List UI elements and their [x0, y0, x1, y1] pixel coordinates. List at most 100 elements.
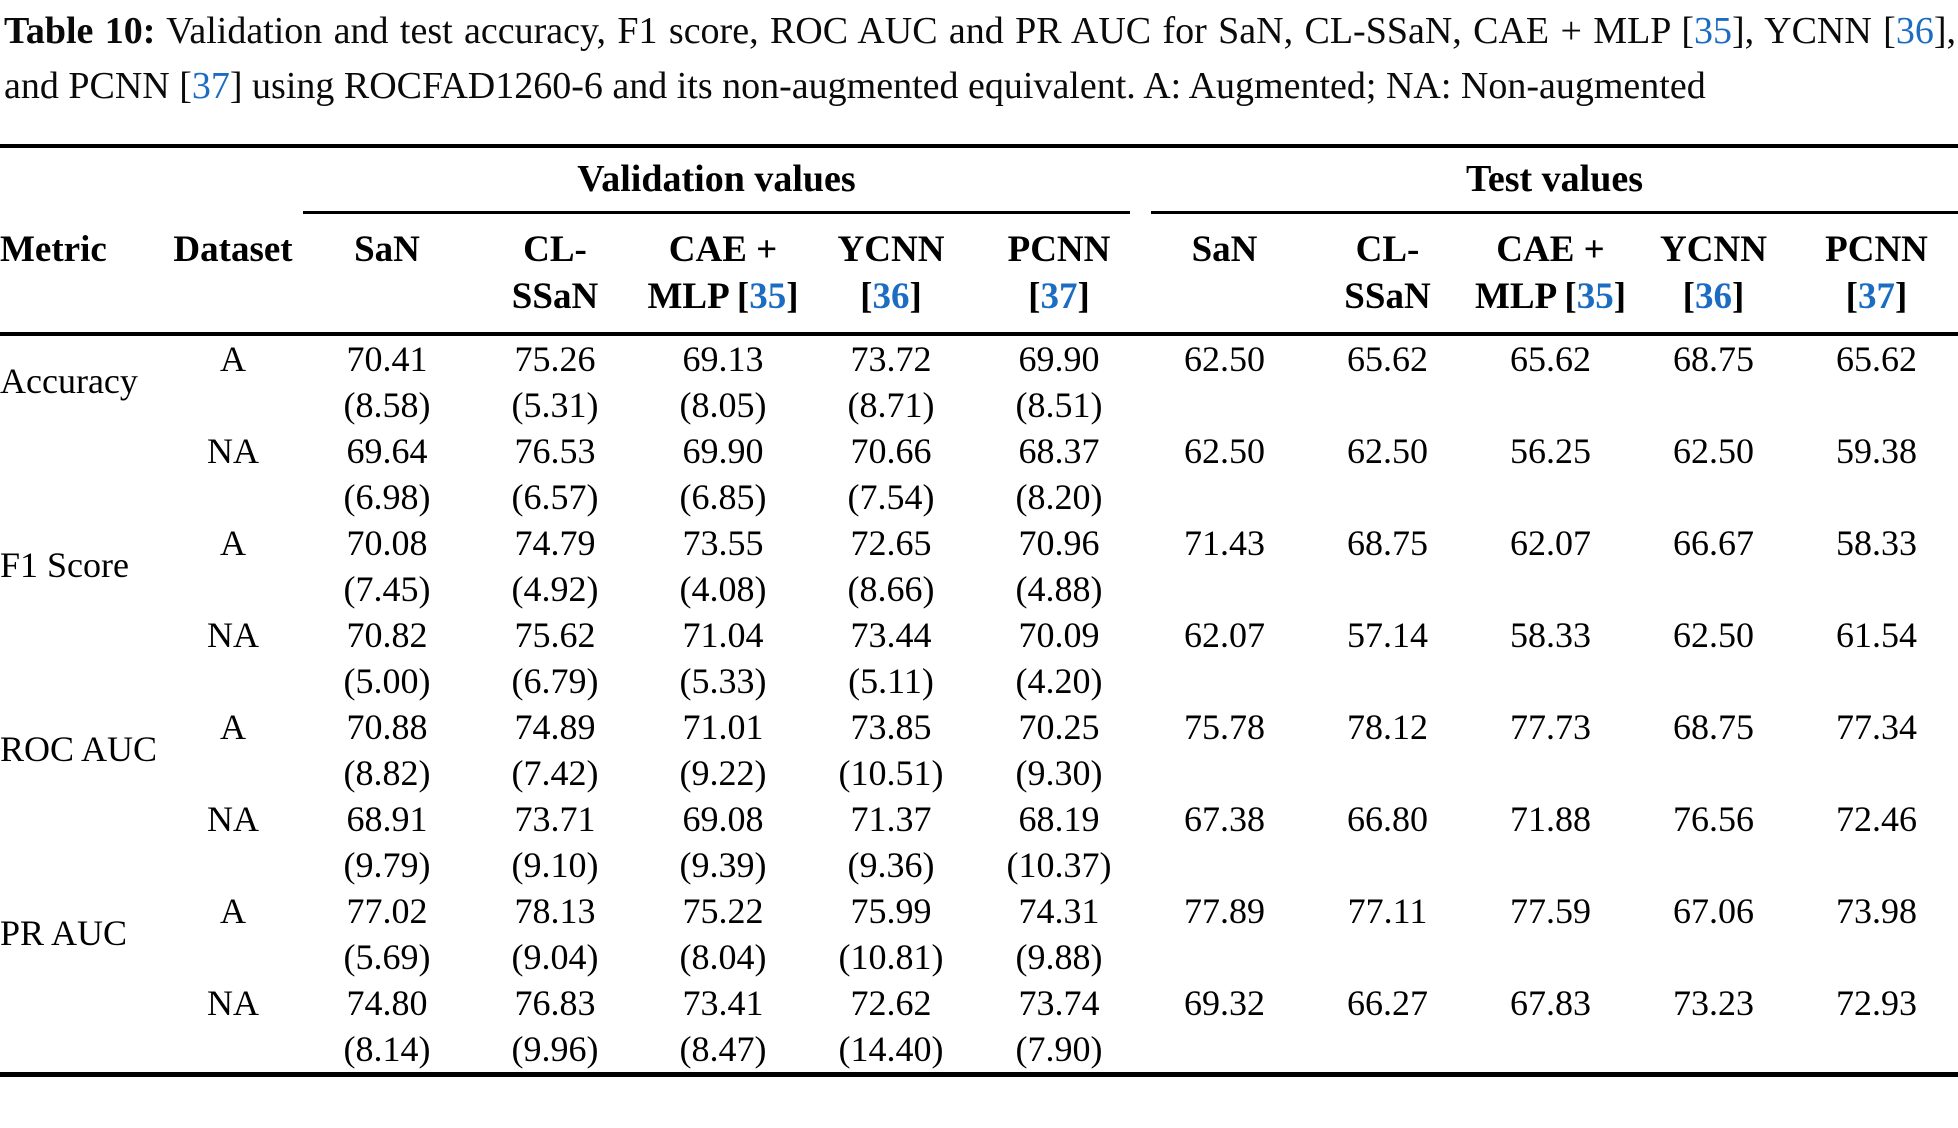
validation-std-cell: (6.57)	[511, 477, 599, 517]
citation-number: 36	[1695, 276, 1732, 317]
table-row-std: (6.98) (6.57) (6.85) (7.54) (8.20)	[0, 474, 1958, 520]
validation-std-cell: (4.20)	[1015, 661, 1103, 701]
validation-value-cell: 71.01	[682, 707, 764, 747]
validation-std-cell: (9.96)	[511, 1029, 599, 1069]
test-value-cell: 58.33	[1836, 523, 1917, 563]
validation-std-cell: (8.71)	[847, 385, 935, 425]
test-value-cell: 71.88	[1510, 799, 1591, 839]
group-header-row: Validation values Test values	[0, 146, 1958, 214]
column-header-validation-ycnn: YCNN [36]	[807, 214, 975, 336]
validation-std-cell: (7.42)	[511, 753, 599, 793]
validation-value-cell: 70.09	[1018, 615, 1100, 655]
table-row-std: (5.69) (9.04) (8.04) (10.81) (9.88)	[0, 934, 1958, 980]
model-name-line2: [36]	[807, 273, 975, 320]
caption-text: [	[1682, 276, 1695, 317]
caption-text: ]	[1077, 276, 1090, 317]
validation-value-cell: 70.82	[346, 615, 428, 655]
citation-number: 37	[1040, 276, 1078, 317]
validation-value-cell: 76.53	[514, 431, 596, 471]
test-value-cell: 62.50	[1347, 431, 1428, 471]
test-value-cell: 57.14	[1347, 615, 1428, 655]
column-header-dataset: Dataset	[163, 214, 303, 336]
validation-std-cell: (4.92)	[511, 569, 599, 609]
model-name: YCNN	[837, 229, 945, 270]
test-value-cell: 77.59	[1510, 891, 1591, 931]
model-name: CAE +	[668, 229, 778, 270]
test-value-cell: 62.07	[1184, 615, 1265, 655]
table-row-std: (7.45) (4.92) (4.08) (8.66) (4.88)	[0, 566, 1958, 612]
table-row: PR AUC A 77.02 78.13 75.22 75.99 74.31 77.89 77.…	[0, 888, 1958, 953]
validation-std-cell: (5.11)	[848, 661, 934, 701]
column-header-test-cae-mlp: CAE + MLP [35]	[1469, 214, 1632, 336]
validation-std-cell: (8.14)	[343, 1029, 431, 1069]
validation-value-cell: 73.41	[682, 983, 764, 1023]
validation-value-cell: 69.64	[346, 431, 428, 471]
validation-value-cell: 77.02	[346, 891, 428, 931]
citation-number: 35	[1576, 276, 1614, 317]
column-header-validation-pcnn: PCNN [37]	[975, 214, 1143, 336]
table-row: NA 69.64 76.53 69.90 70.66 68.37 62.50 62.50 56.…	[0, 428, 1958, 474]
validation-value-cell: 75.99	[850, 891, 932, 931]
caption-text: ], YCNN [	[1732, 10, 1896, 52]
validation-std-cell: (8.20)	[1015, 477, 1103, 517]
validation-std-cell: (5.00)	[343, 661, 431, 701]
test-value-cell: 77.34	[1836, 707, 1917, 747]
caption-text: ] using ROCFAD1260-6 and its non-augment…	[229, 65, 1706, 107]
metric-label: PR AUC	[0, 913, 128, 953]
validation-value-cell: 74.31	[1018, 891, 1100, 931]
validation-std-cell: (10.37)	[1006, 845, 1112, 885]
model-name-line2: SSaN	[471, 273, 639, 320]
validation-value-cell: 72.62	[850, 983, 932, 1023]
test-value-cell: 67.83	[1510, 983, 1591, 1023]
validation-value-cell: 75.62	[514, 615, 596, 655]
model-name: SaN	[1191, 229, 1258, 270]
metric-label: F1 Score	[0, 545, 129, 585]
validation-std-cell: (5.69)	[343, 937, 431, 977]
model-name-line2: [37]	[975, 273, 1143, 320]
caption-text: ]	[786, 276, 799, 317]
column-header-validation-san: SaN	[303, 214, 471, 336]
validation-value-cell: 74.80	[346, 983, 428, 1023]
model-name-line2: MLP [35]	[639, 273, 807, 320]
validation-std-cell: (6.85)	[679, 477, 767, 517]
test-value-cell: 72.93	[1836, 983, 1917, 1023]
test-value-cell: 62.50	[1673, 615, 1754, 655]
group-header-test: Test values	[1151, 154, 1958, 214]
test-value-cell: 69.32	[1184, 983, 1265, 1023]
validation-value-cell: 78.13	[514, 891, 596, 931]
group-cell-test: Test values	[1143, 146, 1958, 214]
group-cell-validation: Validation values	[303, 146, 1143, 214]
model-name: PCNN	[1007, 229, 1111, 270]
validation-std-cell: (9.10)	[511, 845, 599, 885]
validation-value-cell: 73.71	[514, 799, 596, 839]
validation-value-cell: 70.96	[1018, 523, 1100, 563]
caption-text: ]	[1895, 276, 1908, 317]
validation-std-cell: (9.79)	[343, 845, 431, 885]
validation-std-cell: (8.04)	[679, 937, 767, 977]
test-value-cell: 68.75	[1347, 523, 1428, 563]
caption-text: Table 10:	[4, 10, 156, 52]
test-value-cell: 62.50	[1673, 431, 1754, 471]
column-header-test-san: SaN	[1143, 214, 1306, 336]
validation-value-cell: 69.08	[682, 799, 764, 839]
column-header-test-pcnn: PCNN [37]	[1795, 214, 1958, 336]
validation-value-cell: 73.74	[1018, 983, 1100, 1023]
table-row: NA 74.80 76.83 73.41 72.62 73.74 69.32 66.27 67.…	[0, 980, 1958, 1026]
validation-std-cell: (10.51)	[838, 753, 944, 793]
citation-number: 36	[1895, 10, 1934, 52]
model-name-line2: SSaN	[1306, 273, 1469, 320]
test-value-cell: 68.75	[1673, 339, 1754, 379]
table-row-std: (9.79) (9.10) (9.39) (9.36) (10.37)	[0, 842, 1958, 888]
validation-std-cell: (10.81)	[838, 937, 944, 977]
dataset-label: A	[220, 523, 246, 563]
caption-text: MLP [	[647, 276, 750, 317]
test-value-cell: 67.06	[1673, 891, 1754, 931]
test-value-cell: 78.12	[1347, 707, 1428, 747]
table-row-std: (8.58) (5.31) (8.05) (8.71) (8.51)	[0, 382, 1958, 428]
column-header-test-ycnn: YCNN [36]	[1632, 214, 1795, 336]
column-header-test-cl-ssan: CL- SSaN	[1306, 214, 1469, 336]
table-row: Accuracy A 70.41 75.26 69.13 73.72 69.90 62.50 6…	[0, 334, 1958, 401]
validation-std-cell: (9.88)	[1015, 937, 1103, 977]
caption-text: [	[1845, 276, 1858, 317]
validation-std-cell: (9.36)	[847, 845, 935, 885]
